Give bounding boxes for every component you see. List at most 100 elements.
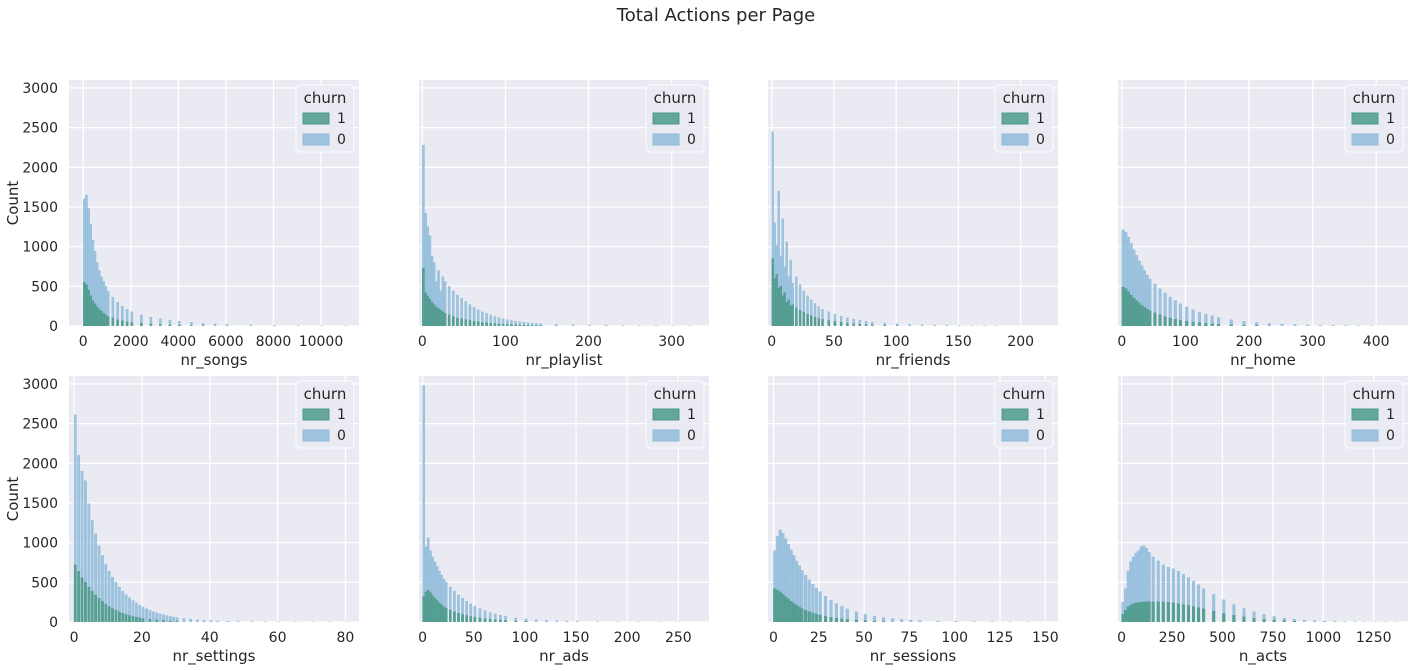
bars [773, 529, 1031, 622]
legend: churn 1 0 [645, 84, 705, 153]
bar-churn-1 [798, 309, 802, 326]
bar-churn-1 [116, 319, 119, 326]
bar-churn-0 [182, 618, 186, 622]
bar-churn-1 [792, 603, 796, 622]
bar-churn-1 [107, 606, 111, 622]
bar-churn-0 [493, 613, 497, 622]
legend-title: churn [1353, 89, 1396, 107]
bar-churn-0 [555, 620, 559, 622]
bar-churn-1 [499, 619, 502, 622]
x-tick-label: 400 [1363, 334, 1390, 350]
bar-churn-1 [872, 620, 877, 622]
bar-churn-0 [1272, 616, 1276, 622]
bar-churn-0 [165, 615, 169, 622]
bar-churn-0 [1242, 608, 1246, 622]
bar-churn-1 [168, 324, 172, 326]
bar-churn-0 [1210, 315, 1214, 326]
legend-swatch-churn-1 [302, 408, 330, 421]
legend-label-churn-1: 1 [1036, 111, 1045, 127]
bar-churn-1 [1181, 604, 1185, 622]
legend-title: churn [304, 89, 347, 107]
bar-churn-1 [501, 324, 505, 326]
bar-churn-1 [437, 308, 440, 326]
bar-churn-0 [954, 621, 958, 622]
bar-churn-1 [1217, 323, 1221, 326]
bar-churn-1 [461, 614, 464, 622]
bar-churn-1 [1145, 601, 1149, 622]
bar-churn-1 [778, 591, 782, 622]
bar-churn-1 [438, 602, 441, 622]
legend: churn 1 0 [645, 380, 705, 449]
y-tick-label: 500 [31, 279, 58, 295]
bar-churn-0 [840, 606, 844, 622]
legend-swatch-churn-0 [652, 429, 680, 442]
bar-churn-0 [1323, 620, 1327, 622]
bar-churn-1 [460, 318, 463, 326]
x-tick-label: 250 [665, 630, 692, 646]
bar-churn-1 [829, 617, 833, 622]
bar-churn-0 [534, 619, 538, 622]
x-axis-label: nr_ads [539, 647, 589, 666]
bar-churn-1 [94, 594, 98, 622]
legend: churn 1 0 [994, 84, 1054, 153]
bar-churn-1 [1139, 601, 1143, 622]
bar-churn-0 [465, 601, 468, 622]
bar-churn-1 [530, 325, 534, 326]
bar-churn-0 [575, 621, 579, 622]
legend-label-churn-0: 0 [687, 132, 696, 148]
bar-churn-0 [141, 606, 145, 622]
bar-churn-1 [102, 313, 105, 326]
bar-churn-1 [773, 278, 776, 326]
x-tick-label: 200 [1007, 334, 1034, 350]
x-tick-label: 300 [1299, 334, 1326, 350]
bar-churn-0 [895, 323, 899, 326]
bar-churn-1 [73, 564, 77, 622]
bar-churn-1 [839, 322, 843, 326]
bar-churn-1 [430, 301, 434, 326]
x-tick-label: 6000 [208, 334, 244, 350]
bar-churn-1 [489, 323, 492, 326]
x-tick-label: 2000 [113, 334, 149, 350]
x-tick-label: 300 [658, 334, 685, 350]
bar-churn-0 [854, 611, 858, 622]
x-tick-label: 25 [810, 630, 828, 646]
bar-churn-1 [1242, 616, 1246, 622]
bar-churn-0 [104, 563, 108, 622]
bar-churn-1 [453, 611, 456, 622]
bar-churn-1 [1151, 601, 1155, 622]
x-tick-label: 0 [418, 630, 427, 646]
bar-churn-0 [1293, 324, 1297, 326]
bar-churn-1 [1147, 601, 1151, 622]
bar-churn-0 [175, 617, 179, 622]
bar-churn-1 [128, 615, 131, 622]
bar-churn-1 [87, 586, 91, 622]
bar-churn-1 [429, 592, 432, 622]
bar-churn-1 [771, 258, 774, 326]
bar-churn-1 [121, 320, 124, 326]
bar-churn-0 [226, 621, 230, 622]
bar-churn-1 [87, 290, 90, 326]
bar-churn-0 [1267, 323, 1271, 326]
histogram-panel-nr_ads: 0 50 100 150 200 250 nr_ads churn 1 0 [418, 376, 709, 666]
x-tick-label: 0 [1117, 630, 1126, 646]
x-tick-label: 150 [945, 334, 972, 350]
bar-churn-1 [162, 620, 165, 622]
bar-churn-0 [1191, 309, 1195, 326]
legend: churn 1 0 [1344, 84, 1404, 153]
bar-churn-1 [472, 321, 476, 326]
bar-churn-1 [447, 314, 451, 326]
x-tick-label: 100 [512, 630, 539, 646]
bar-churn-1 [791, 304, 794, 326]
bar-churn-1 [1142, 601, 1146, 622]
bar-churn-1 [1168, 317, 1172, 326]
bar-churn-0 [497, 317, 501, 326]
bar-churn-1 [106, 316, 110, 326]
legend-swatch-churn-1 [1001, 408, 1029, 421]
bar-churn-1 [121, 613, 125, 622]
bar-churn-1 [84, 582, 87, 622]
histogram-panel-n_acts: 0 250 500 750 1000 1250 n_acts churn 1 0 [1117, 376, 1408, 666]
histogram-panel-nr_friends: 0 50 100 150 200 nr_friends churn 1 0 [767, 80, 1058, 370]
bar-churn-0 [539, 323, 542, 326]
x-axis-label: n_acts [1239, 647, 1287, 666]
bar-churn-1 [1272, 619, 1276, 622]
